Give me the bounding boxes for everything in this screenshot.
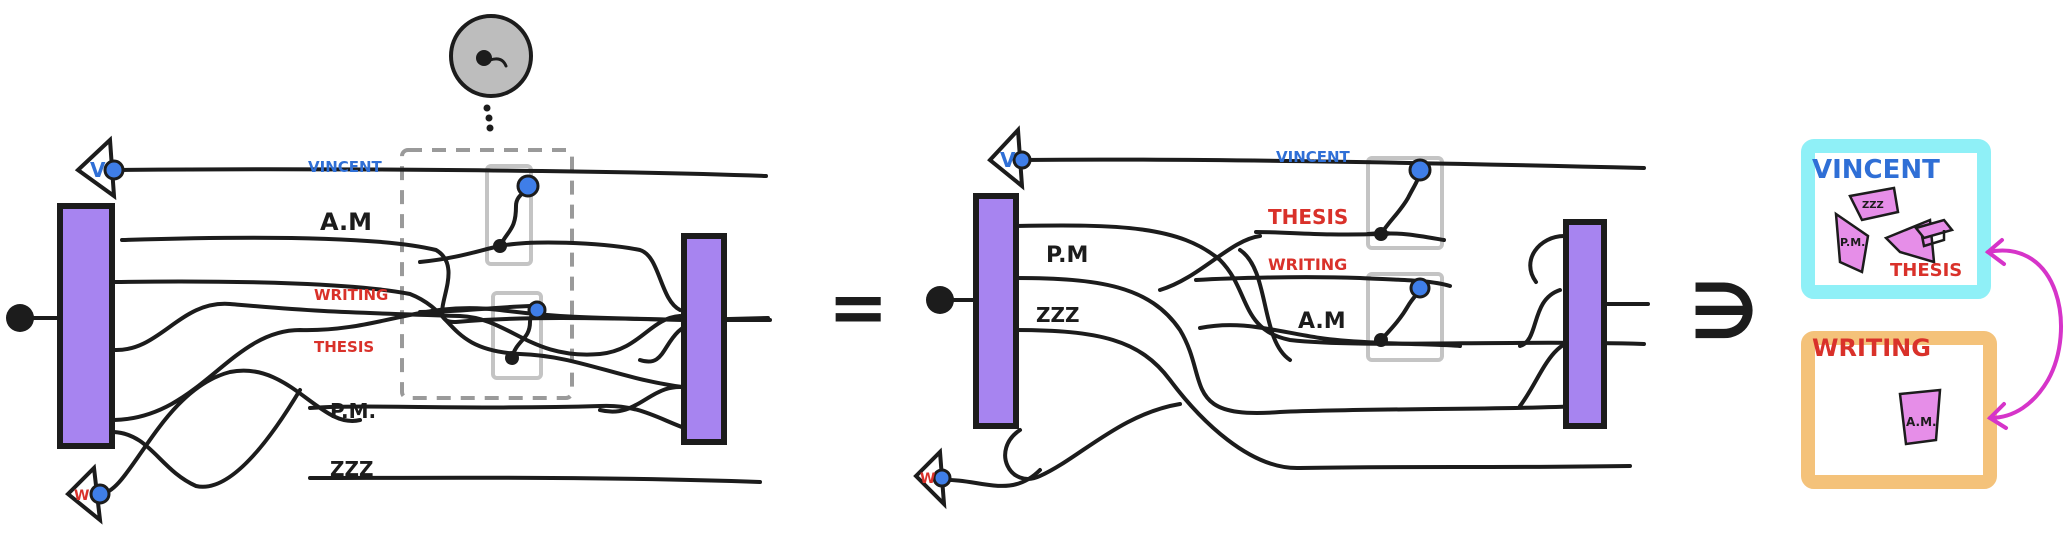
label-zzz: ZZZ: [330, 457, 374, 481]
disk-with-cursor-icon: [449, 14, 533, 98]
graduation-cap-icon: [1913, 218, 1955, 248]
left-bar-left: [6, 203, 115, 449]
piece-pm: P.M.: [1834, 211, 1870, 274]
left-diagram: V W VINCENT A.M WRITING THESIS P.M. ZZZ: [6, 14, 772, 525]
left-badge-w: W: [65, 463, 111, 525]
mid-badge-w-letter: W: [920, 471, 935, 487]
mid-label-vincent: VINCENT: [1276, 148, 1351, 166]
mid-badge-v: V: [987, 125, 1032, 191]
left-bar-right: [681, 233, 772, 445]
mid-badge-w: W: [913, 447, 952, 510]
dashed-region: [400, 14, 574, 400]
writing-frame: WRITING A.M.: [1801, 331, 1997, 489]
inner-box-bottom: [491, 291, 543, 380]
contains-icon: ∋: [1690, 267, 1758, 356]
mid-badge-v-letter: V: [1000, 148, 1016, 172]
mid-inner-box-top: [1366, 156, 1444, 250]
mid-node-bottom-blue: [1409, 277, 1431, 299]
piece-thesis: THESIS: [1883, 218, 1962, 281]
label-thesis: THESIS: [314, 338, 374, 356]
inner-box-top: [485, 164, 533, 266]
mid-bar-right: [1563, 219, 1607, 429]
double-arrow-icon: [1984, 238, 2063, 430]
mid-label-writing: WRITING: [1268, 255, 1347, 274]
mid-label-zzz: ZZZ: [1036, 303, 1080, 327]
left-wires: [98, 167, 770, 496]
dot-2: [485, 114, 493, 122]
dashed-box: [400, 148, 574, 400]
node-bottom-black: [505, 351, 519, 365]
badge-v-letter: V: [90, 158, 106, 182]
mid-label-thesis: THESIS: [1268, 205, 1348, 229]
vincent-title: VINCENT: [1812, 155, 1940, 185]
mid-node-top-black: [1374, 227, 1388, 241]
middle-diagram: V W VINCENT THESIS WRITING A.M P.M ZZZ: [913, 125, 1650, 510]
mid-inner-box-bottom: [1366, 272, 1444, 362]
badge-w-letter: W: [74, 488, 89, 504]
label-vincent: VINCENT: [308, 158, 383, 176]
mid-label-am: A.M: [1298, 309, 1346, 334]
label-writing: WRITING: [314, 286, 388, 304]
piece-am: A.M.: [1898, 388, 1942, 446]
node-top-blue: [516, 174, 540, 198]
mid-node-top-blue: [1408, 158, 1432, 182]
right-panel: VINCENT ZZZ P.M. THESIS WRITING: [1801, 139, 2063, 489]
svg-text:A.M.: A.M.: [1906, 415, 1937, 429]
dot-1: [483, 104, 491, 112]
mid-label-pm: P.M: [1046, 243, 1088, 268]
mid-node-bottom-black: [1374, 333, 1388, 347]
dot-3: [486, 124, 494, 132]
equals-icon: =: [828, 265, 888, 349]
mid-bar-left: [926, 193, 1019, 429]
writing-title: WRITING: [1812, 334, 1931, 362]
node-top-black: [493, 239, 507, 253]
left-badge-v: V: [74, 135, 125, 201]
label-pm: P.M.: [330, 399, 376, 423]
svg-text:ZZZ: ZZZ: [1862, 200, 1884, 211]
svg-text:THESIS: THESIS: [1890, 260, 1962, 281]
piece-zzz: ZZZ: [1848, 186, 1900, 222]
svg-text:P.M.: P.M.: [1840, 236, 1865, 249]
vincent-frame: VINCENT ZZZ P.M. THESIS: [1801, 139, 1991, 299]
label-am: A.M: [320, 208, 372, 236]
node-bottom-blue: [527, 300, 547, 320]
